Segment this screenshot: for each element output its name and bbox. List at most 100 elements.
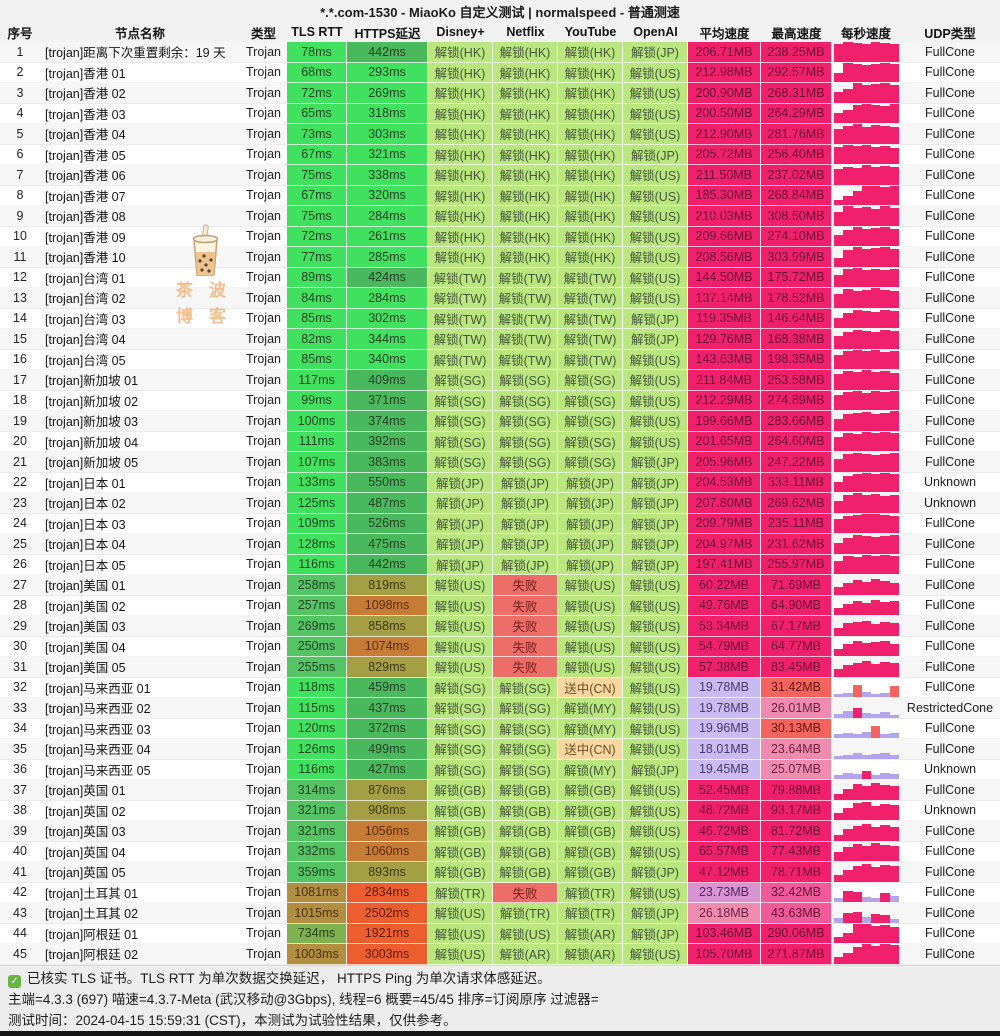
cell-avg: 54.79MB <box>688 636 761 657</box>
cell-https: 318ms <box>347 103 428 124</box>
footer-note-tls: 已核实 TLS 证书。TLS RTT 为单次数据交换延迟， HTTPS Ping… <box>27 971 551 986</box>
cell-max: 253.58MB <box>761 370 832 391</box>
table-row: 25 [trojan]日本 04 Trojan 128ms 475ms 解锁(JP) 解锁(… <box>0 534 1000 555</box>
speed-bar <box>889 582 899 595</box>
speed-bar <box>834 956 844 964</box>
cell-rtt: 250ms <box>287 636 347 657</box>
cell-https: 424ms <box>347 267 428 288</box>
speed-bar <box>861 370 872 390</box>
speed-bar <box>871 913 881 923</box>
cell-d: 解锁(US) <box>428 595 493 616</box>
cell-https: 1056ms <box>347 821 428 842</box>
cell-oa: 解锁(JP) <box>623 144 688 165</box>
cell-type: Trojan <box>240 821 287 842</box>
cell-name: [trojan]美国 03 <box>40 616 240 637</box>
per-second-speed-chart <box>832 596 900 616</box>
table-row: 30 [trojan]美国 04 Trojan 250ms 1074ms 解锁(US) 失败… <box>0 636 1000 657</box>
per-second-speed-chart <box>832 247 900 268</box>
cell-type: Trojan <box>240 288 287 309</box>
cell-avg: 48.72MB <box>688 800 761 821</box>
table-row: 14 [trojan]台湾 03 Trojan 85ms 302ms 解锁(TW) 解锁(T… <box>0 308 1000 329</box>
speed-bar <box>834 793 844 800</box>
speed-bar <box>843 933 853 943</box>
speed-bar <box>843 413 853 431</box>
cell-type: Trojan <box>240 493 287 514</box>
speed-bar <box>889 290 899 308</box>
cell-https: 2834ms <box>347 882 428 903</box>
speed-bar <box>880 773 890 779</box>
per-second-speed-chart <box>832 206 900 227</box>
speed-bar <box>834 668 844 677</box>
cell-d: 解锁(US) <box>428 657 493 678</box>
cell-oa: 解锁(JP) <box>623 759 688 780</box>
speed-bar <box>861 229 872 246</box>
cell-oa: 解锁(JP) <box>623 554 688 575</box>
cell-udp: FullCone <box>900 452 1000 473</box>
speed-bar <box>880 187 890 205</box>
cell-https: 437ms <box>347 698 428 719</box>
speed-bar <box>889 186 899 205</box>
cell-max: 308.50MB <box>761 206 832 227</box>
cell-d: 解锁(TW) <box>428 349 493 370</box>
cell-name: [trojan]香港 06 <box>40 165 240 186</box>
cell-d: 解锁(SG) <box>428 431 493 452</box>
cell-max: 168.38MB <box>761 329 832 350</box>
cell-https: 427ms <box>347 759 428 780</box>
cell-type: Trojan <box>240 555 287 575</box>
cell-oa: 解锁(US) <box>623 431 688 452</box>
speed-bar <box>880 392 890 410</box>
cell-https: 340ms <box>347 349 428 370</box>
cell-rtt: 116ms <box>287 554 347 575</box>
cell-name: [trojan]土耳其 02 <box>40 903 240 924</box>
cell-max: 30.13MB <box>761 718 832 739</box>
cell-https: 338ms <box>347 165 428 186</box>
cell-yt: 解锁(SG) <box>558 431 623 452</box>
column-header: 节点名称 <box>114 26 165 41</box>
speed-bar <box>880 693 890 697</box>
cell-yt: 解锁(JP) <box>558 472 623 493</box>
speed-bar <box>880 845 890 861</box>
speed-bar <box>843 269 853 287</box>
speed-bar <box>852 474 862 492</box>
speed-bar <box>871 623 881 636</box>
speed-bar <box>889 433 899 451</box>
cell-d: 解锁(HK) <box>428 185 493 206</box>
cell-udp: FullCone <box>900 821 1000 842</box>
cell-oa: 解锁(US) <box>623 226 688 247</box>
table-row: 26 [trojan]日本 05 Trojan 116ms 442ms 解锁(JP) 解锁(… <box>0 554 1000 575</box>
table-row: 7 [trojan]香港 06 Trojan 75ms 338ms 解锁(HK) 解锁(HK… <box>0 165 1000 186</box>
speed-bar <box>852 579 862 595</box>
cell-type: Trojan <box>240 842 287 862</box>
speed-bar <box>852 247 862 267</box>
cell-name: [trojan]土耳其 01 <box>40 883 240 903</box>
cell-udp: FullCone <box>900 780 1000 801</box>
per-second-speed-chart <box>832 472 900 493</box>
per-second-speed-chart <box>832 513 900 534</box>
cell-rtt: 332ms <box>287 841 347 862</box>
speed-bar <box>852 146 862 164</box>
speed-bar <box>871 926 881 943</box>
speed-bar <box>861 270 872 287</box>
cell-nf: 解锁(TW) <box>493 308 558 329</box>
cell-n: 31 <box>0 657 40 678</box>
cell-oa: 解锁(JP) <box>623 452 688 473</box>
cell-yt: 解锁(HK) <box>558 83 623 104</box>
speed-bar <box>861 494 872 513</box>
table-row: 41 [trojan]英国 05 Trojan 359ms 893ms 解锁(GB) 解锁(… <box>0 862 1000 883</box>
per-second-speed-chart <box>832 288 900 309</box>
speed-bar <box>889 826 899 841</box>
cell-nf: 失败 <box>493 616 558 637</box>
speed-bar <box>880 83 890 103</box>
cell-avg: 119.35MB <box>688 308 761 329</box>
cell-udp: FullCone <box>900 596 1000 616</box>
cell-n: 7 <box>0 165 40 186</box>
speed-bar <box>871 826 881 841</box>
cell-d: 解锁(US) <box>428 636 493 657</box>
speed-bar <box>889 351 899 369</box>
speed-bar <box>861 771 872 779</box>
cell-avg: 210.03MB <box>688 206 761 227</box>
speed-bar <box>843 808 853 820</box>
table-row: 11 [trojan]香港 10 Trojan 77ms 285ms 解锁(HK) 解锁(H… <box>0 247 1000 268</box>
cell-d: 解锁(US) <box>428 575 493 596</box>
table-row: 19 [trojan]新加坡 03 Trojan 100ms 374ms 解锁(SG) 解锁… <box>0 411 1000 432</box>
